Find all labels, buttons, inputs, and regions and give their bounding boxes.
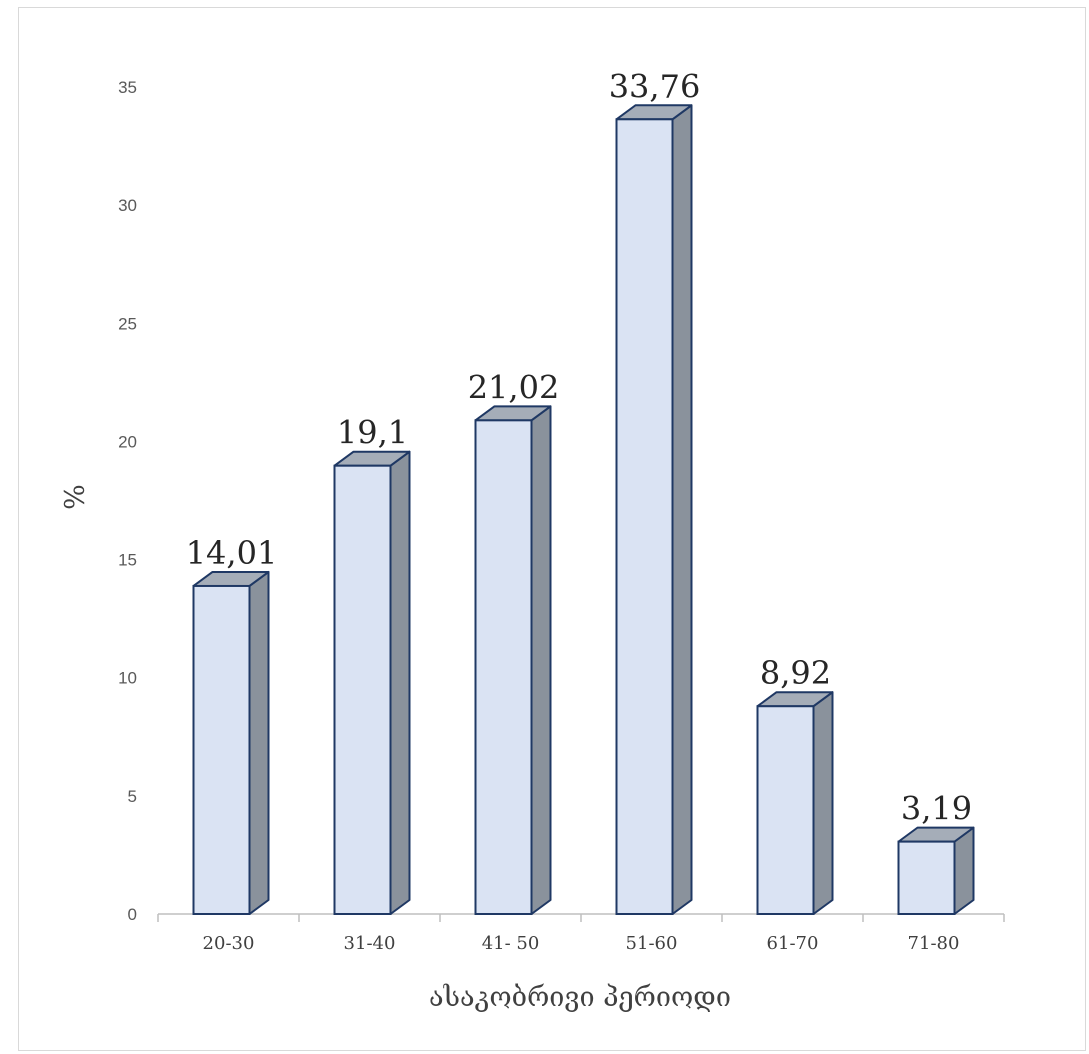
bar-side-face: [389, 450, 411, 915]
data-label: 33,76: [609, 67, 701, 105]
y-tick-label: 35: [118, 78, 137, 97]
data-label: 21,02: [468, 368, 560, 406]
bar-side-face: [248, 570, 270, 915]
data-label: 3,19: [901, 790, 972, 828]
y-tick-label: 20: [118, 432, 137, 451]
bar: [756, 691, 834, 916]
bar: [615, 104, 693, 915]
y-tick-label: 15: [118, 551, 137, 570]
x-axis: 20-30 31-40 41- 50 51-60 61-70 71-80: [157, 913, 1005, 954]
y-tick-label: 25: [118, 314, 137, 333]
bar-front-face: [756, 705, 815, 916]
x-tick-label: 71-80: [908, 933, 960, 954]
bar: [897, 826, 975, 916]
x-tick-label: 31-40: [344, 933, 396, 954]
bar-front-face: [333, 464, 392, 915]
bar: [474, 405, 552, 915]
data-label: 8,92: [760, 654, 831, 692]
x-tick-label: 51-60: [626, 933, 678, 954]
x-tick-label: 41- 50: [482, 933, 540, 954]
bar-side-face: [530, 405, 552, 915]
bar-front-face: [615, 118, 674, 915]
y-tick-label: 10: [118, 669, 137, 688]
data-label: 14,01: [186, 534, 278, 572]
y-tick-label: 5: [128, 787, 137, 806]
data-labels: 14,01 19,1 21,02 33,76 8,92 3,19: [186, 67, 972, 827]
y-axis-ticks: 0 5 10 15 20 25 30 35: [118, 78, 137, 924]
x-tick-label: 61-70: [767, 933, 819, 954]
bar-side-face: [671, 104, 693, 915]
bar-front-face: [897, 840, 956, 916]
bar-front-face: [474, 419, 533, 915]
y-tick-label: 30: [118, 196, 137, 215]
bar-side-face: [812, 691, 834, 915]
bar-front-face: [192, 584, 251, 915]
data-label: 19,1: [337, 414, 408, 452]
y-axis-title: %: [60, 484, 91, 510]
bar: [333, 450, 411, 915]
x-axis-title: ასაკობრივი პერიოდი: [429, 982, 731, 1013]
bar: [192, 570, 270, 915]
bars: [192, 104, 975, 916]
x-tick-label: 20-30: [203, 933, 255, 954]
y-tick-label: 0: [128, 905, 137, 924]
